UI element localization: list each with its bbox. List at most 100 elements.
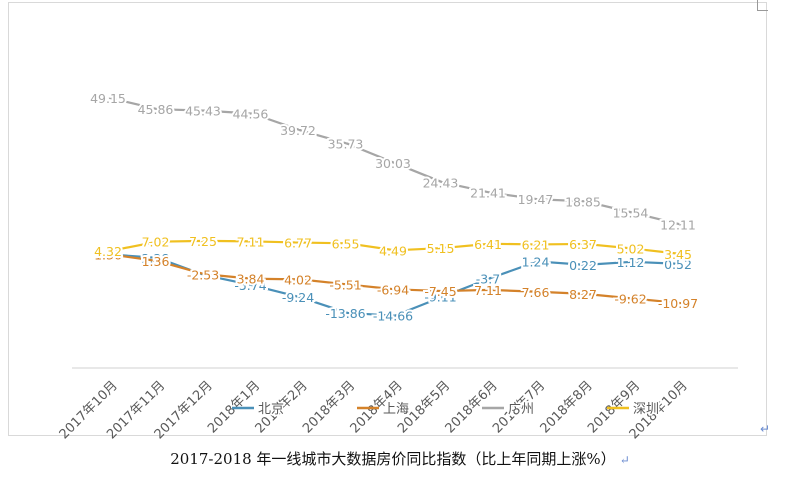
data-point — [298, 295, 302, 299]
data-point — [536, 198, 539, 201]
data-point — [346, 142, 349, 145]
data-point — [583, 263, 587, 267]
data-point — [346, 242, 349, 245]
data-point — [346, 311, 349, 315]
data-label: 3.45 — [664, 247, 692, 262]
data-label: 24.43 — [423, 175, 459, 190]
data-point — [488, 191, 492, 194]
data-label: 44.56 — [233, 107, 269, 122]
data-point — [156, 240, 159, 243]
data-point — [583, 292, 587, 296]
data-point — [156, 256, 159, 260]
legend-label: 北京 — [258, 402, 284, 417]
data-point — [631, 211, 634, 214]
data-label: 6.37 — [569, 237, 597, 252]
data-label: 49.15 — [90, 91, 126, 106]
data-point — [536, 260, 539, 263]
data-point — [108, 249, 112, 253]
data-label: -7.45 — [424, 284, 456, 299]
corner-crop-mark — [757, 0, 768, 11]
data-label: 6.77 — [284, 236, 312, 251]
data-label: -10.97 — [658, 296, 698, 311]
data-label: 45.86 — [138, 102, 174, 117]
data-point — [108, 96, 112, 100]
data-point — [203, 109, 207, 112]
data-label: -3.7 — [476, 271, 500, 286]
data-label: -9.24 — [282, 290, 314, 305]
data-point — [631, 260, 634, 264]
data-label: 8.27 — [569, 287, 597, 302]
data-point — [346, 283, 349, 286]
data-point — [631, 297, 634, 300]
data-point — [203, 239, 207, 243]
series-2: 1.36 1.36-2.53 3.84 4.02 -5.51 -6.94 -7.45 7.11… — [92, 245, 700, 313]
data-label: 1.12 — [617, 255, 645, 270]
data-point — [441, 181, 444, 184]
data-label: 7.11 — [474, 283, 502, 298]
data-point — [678, 262, 682, 266]
data-label: 6.55 — [332, 236, 360, 251]
data-point — [678, 301, 682, 305]
series-3: 49.15 45.86 45.43 44.56 39.72 35.73 30.03 24.43… — [88, 89, 698, 234]
data-point — [393, 249, 397, 252]
data-point — [251, 112, 254, 115]
data-point — [393, 161, 397, 165]
data-point — [536, 290, 539, 293]
data-label: -2.53 — [187, 267, 219, 282]
data-label: 7.11 — [237, 234, 265, 249]
data-label: 6.41 — [474, 237, 502, 252]
data-point — [393, 314, 397, 317]
data-label: -13.86 — [325, 306, 365, 321]
data-point — [441, 295, 444, 298]
data-label: 5.02 — [617, 242, 645, 257]
legend-label: 上海 — [383, 402, 409, 417]
data-label: 45.43 — [185, 104, 221, 119]
data-point — [251, 240, 254, 243]
data-point — [156, 107, 159, 111]
data-label: -14.66 — [373, 309, 413, 324]
data-point — [583, 242, 587, 246]
data-label: 6.21 — [522, 237, 550, 252]
line-chart: 3.28 2.28-2.81-5.74-9.24-13.86 -14.66-9.11… — [57, 89, 738, 440]
data-point — [488, 242, 492, 245]
data-point — [583, 200, 587, 203]
caption-text: 2017-2018 年一线城市大数据房价同比指数（比上年同期上涨%） — [170, 450, 616, 468]
data-label: -5.51 — [329, 277, 361, 292]
legend-label: 深圳 — [633, 402, 659, 417]
data-label: 1.36 — [142, 254, 170, 269]
legend-label: 广州 — [508, 402, 534, 417]
data-label: 18.85 — [565, 194, 601, 209]
data-label: -5.74 — [234, 278, 266, 293]
data-point — [441, 246, 444, 250]
data-label: 0.22 — [569, 258, 597, 273]
figure-caption: 2017-2018 年一线城市大数据房价同比指数（比上年同期上涨%） ↵ — [0, 448, 800, 469]
data-point — [678, 223, 682, 226]
data-label: 19.47 — [518, 192, 554, 207]
data-point — [678, 252, 682, 256]
data-label: 12.11 — [660, 217, 696, 232]
data-point — [536, 243, 539, 246]
series-4: 4.32 7.02 7.25 7.11 6.77 6.55 4.49 5.15 6.41 6.21… — [92, 232, 694, 264]
data-point — [298, 278, 302, 281]
data-point — [488, 277, 492, 280]
data-label: 15.54 — [613, 206, 649, 221]
paragraph-return-icon: ↵ — [760, 422, 771, 436]
data-label: 35.73 — [328, 137, 364, 152]
data-label: 1.24 — [522, 254, 550, 269]
data-label: -9.62 — [614, 291, 646, 306]
data-point — [631, 247, 634, 250]
data-label: 0.52 — [664, 257, 692, 272]
data-label: 30.03 — [375, 156, 411, 171]
data-point — [156, 259, 159, 263]
data-label: -6.94 — [377, 282, 409, 297]
data-point — [251, 284, 254, 287]
data-label: 4.02 — [284, 272, 312, 287]
data-point — [393, 288, 397, 291]
data-label: 21.41 — [470, 186, 506, 201]
data-label: 7.66 — [522, 285, 550, 300]
data-point — [441, 289, 444, 293]
chart-frame — [8, 2, 767, 436]
data-point — [203, 273, 207, 276]
data-point — [298, 128, 302, 132]
data-label: 39.72 — [280, 123, 316, 138]
